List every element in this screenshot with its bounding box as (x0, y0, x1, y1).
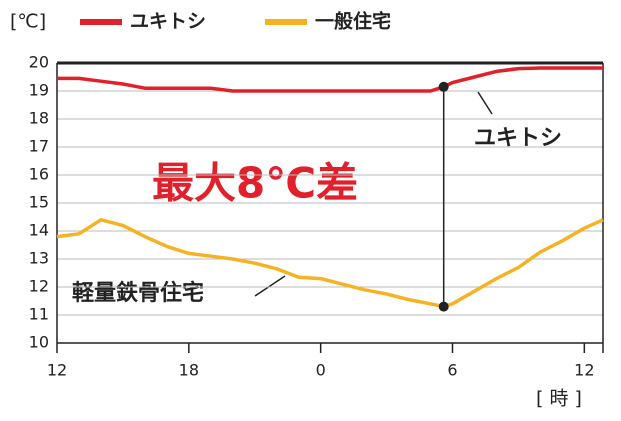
y-tick-label: 19 (29, 81, 49, 100)
x-tick-label: 12 (47, 361, 67, 380)
y-tick-label: 18 (29, 109, 49, 128)
x-tick-label: 18 (179, 361, 199, 380)
y-tick-label: 10 (29, 333, 49, 352)
y-tick-label: 11 (29, 305, 49, 324)
legend-label: ユキトシ (130, 11, 206, 33)
x-tick-label: 12 (574, 361, 594, 380)
x-tick-label: 6 (447, 361, 457, 380)
difference-annotation: 最大8℃差 (152, 159, 358, 208)
line-series (56, 218, 604, 309)
y-tick-label: 17 (29, 137, 49, 156)
series-label: 軽量鉄骨住宅 (72, 280, 204, 306)
pointer (477, 91, 493, 115)
point (438, 81, 449, 92)
line-series (57, 66, 603, 93)
point (438, 301, 449, 312)
y-tick-label: 13 (29, 249, 49, 268)
label-bg (470, 118, 580, 158)
y-tick-label: 15 (29, 193, 49, 212)
x-tick-label: 0 (316, 361, 326, 380)
y-tick-label: 14 (29, 221, 49, 240)
x-unit: [ 時 ] (536, 388, 582, 410)
y-unit: [℃] (10, 11, 46, 33)
y-tick-label: 20 (29, 53, 49, 72)
y-tick-label: 16 (29, 165, 49, 184)
pointer (254, 275, 286, 297)
y-tick-label: 12 (29, 277, 49, 296)
legend-label: 一般住宅 (315, 10, 391, 33)
